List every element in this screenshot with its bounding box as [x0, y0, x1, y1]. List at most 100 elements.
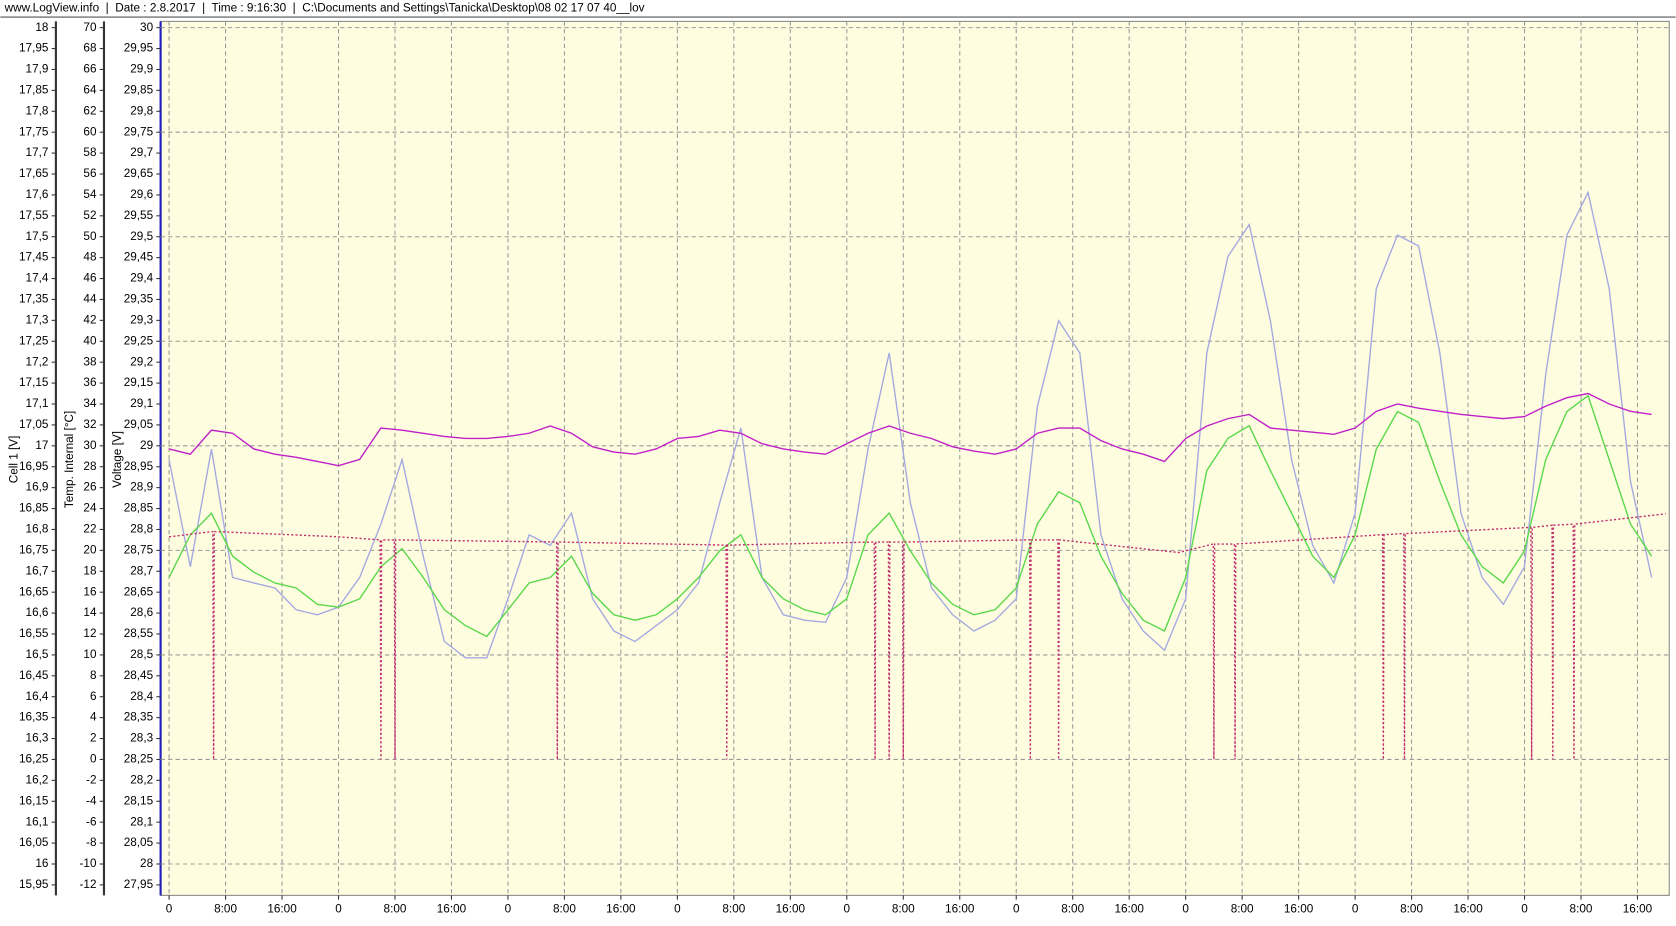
y-tick-label: -12 — [80, 878, 97, 891]
y-tick-label: 29,8 — [130, 104, 153, 117]
x-tick-label: 8:00 — [1400, 902, 1423, 915]
x-tick-label: 8:00 — [553, 902, 576, 915]
y-tick-label: 32 — [83, 418, 96, 431]
y-tick-label: 66 — [83, 63, 97, 76]
y-tick-label: 18 — [83, 564, 97, 577]
y-tick-label: 42 — [83, 313, 96, 326]
x-tick-label: 0 — [1521, 902, 1528, 915]
y-tick-label: 29,95 — [124, 42, 154, 55]
y-tick-label: 29,4 — [130, 272, 153, 285]
y-tick-label: 17,3 — [26, 313, 49, 326]
x-tick-label: 16:00 — [776, 902, 806, 915]
y-tick-label: 16,7 — [26, 564, 49, 577]
y-tick-label: 18 — [35, 21, 49, 34]
y-tick-label: 29,55 — [124, 209, 154, 222]
y-tick-label: 48 — [83, 251, 97, 264]
y-tick-label: 28,9 — [130, 481, 153, 494]
y-tick-label: 29,75 — [124, 125, 154, 138]
y-tick-label: 28,2 — [130, 773, 153, 786]
y-tick-label: 17,2 — [26, 355, 49, 368]
y-tick-label: 16,15 — [19, 794, 49, 807]
y-tick-label: 16,3 — [26, 732, 49, 745]
y-tick-label: 17,9 — [26, 63, 49, 76]
y-tick-label: 29,9 — [130, 63, 153, 76]
x-tick-label: 8:00 — [1570, 902, 1593, 915]
y-tick-label: 28,05 — [124, 836, 154, 849]
y-tick-label: 29,15 — [124, 376, 154, 389]
y-tick-label: 16,05 — [19, 836, 49, 849]
y-tick-label: 17,55 — [19, 209, 49, 222]
y-tick-label: 28,5 — [130, 648, 153, 661]
y-tick-label: 54 — [83, 188, 97, 201]
y-tick-label: 17,35 — [19, 293, 49, 306]
y-tick-label: 28,15 — [124, 794, 154, 807]
y-tick-label: 29,5 — [130, 230, 153, 243]
x-tick-label: 16:00 — [1284, 902, 1314, 915]
y-tick-label: 16,8 — [26, 523, 49, 536]
y-tick-label: 17,25 — [19, 334, 49, 347]
y-tick-label: 16,65 — [19, 585, 49, 598]
y-tick-label: 46 — [83, 272, 97, 285]
y-tick-label: 22 — [83, 523, 96, 536]
y-tick-label: 28,85 — [124, 502, 154, 515]
y-tick-label: 27,95 — [124, 878, 154, 891]
y-tick-label: 29,45 — [124, 251, 154, 264]
y-tick-label: 12 — [83, 627, 96, 640]
y-tick-label: 16,9 — [26, 481, 49, 494]
y-tick-label: 29 — [140, 439, 153, 452]
y-tick-label: 17,45 — [19, 251, 49, 264]
x-tick-label: 8:00 — [214, 902, 237, 915]
x-tick-label: 8:00 — [892, 902, 915, 915]
y-tick-label: 28,1 — [130, 815, 153, 828]
y-tick-label: 68 — [83, 42, 97, 55]
x-tick-label: 8:00 — [1231, 902, 1254, 915]
y-tick-label: 16,35 — [19, 711, 49, 724]
y-tick-label: 28,75 — [124, 543, 154, 556]
y-tick-label: 28,65 — [124, 585, 154, 598]
y-tick-label: 28,45 — [124, 669, 154, 682]
y-tick-label: 16,2 — [26, 773, 49, 786]
series-line — [168, 394, 1653, 638]
x-tick-label: 16:00 — [945, 902, 975, 915]
y-tick-label: 28,4 — [130, 690, 153, 703]
y-tick-label: 0 — [90, 753, 97, 766]
x-tick-label: 8:00 — [1061, 902, 1084, 915]
y-tick-label: 29,2 — [130, 355, 153, 368]
y-tick-label: 16,1 — [26, 815, 49, 828]
y-tick-label: 29,1 — [130, 397, 153, 410]
y-tick-label: 16,25 — [19, 753, 49, 766]
axis-title: Voltage [V] — [111, 431, 124, 488]
y-tick-label: 16,75 — [19, 543, 49, 556]
y-tick-label: 34 — [83, 397, 97, 410]
x-tick-label: 8:00 — [384, 902, 407, 915]
y-tick-label: 2 — [90, 732, 97, 745]
y-tick-label: 17,95 — [19, 42, 49, 55]
x-tick-label: 8:00 — [722, 902, 745, 915]
axis-title: Cell 1 [V] — [7, 436, 20, 484]
y-tick-label: 17,1 — [26, 397, 49, 410]
series-line — [168, 392, 1652, 467]
x-tick-label: 0 — [1352, 902, 1359, 915]
y-tick-label: 44 — [83, 293, 97, 306]
header-bar: www.LogView.info | Date : 2.8.2017 | Tim… — [4, 2, 645, 15]
plot-area — [160, 20, 1670, 896]
y-tick-label: 29,85 — [124, 83, 154, 96]
y-tick-label: 28 — [140, 857, 154, 870]
y-tick-label: 6 — [90, 690, 97, 703]
y-tick-label: 36 — [83, 376, 97, 389]
y-tick-label: 20 — [83, 543, 97, 556]
y-tick-label: 64 — [83, 83, 97, 96]
y-tick-label: 40 — [83, 334, 97, 347]
y-tick-label: 16,55 — [19, 627, 49, 640]
y-tick-label: 26 — [83, 481, 97, 494]
y-tick-label: 28,3 — [130, 732, 153, 745]
x-tick-label: 0 — [1182, 902, 1189, 915]
y-tick-label: 16,6 — [26, 606, 49, 619]
y-tick-label: 16,45 — [19, 669, 49, 682]
series-line — [168, 513, 1666, 760]
y-tick-label: 17,15 — [19, 376, 49, 389]
y-tick-label: 16,5 — [26, 648, 49, 661]
y-tick-label: 17,4 — [26, 272, 49, 285]
x-tick-label: 0 — [674, 902, 681, 915]
